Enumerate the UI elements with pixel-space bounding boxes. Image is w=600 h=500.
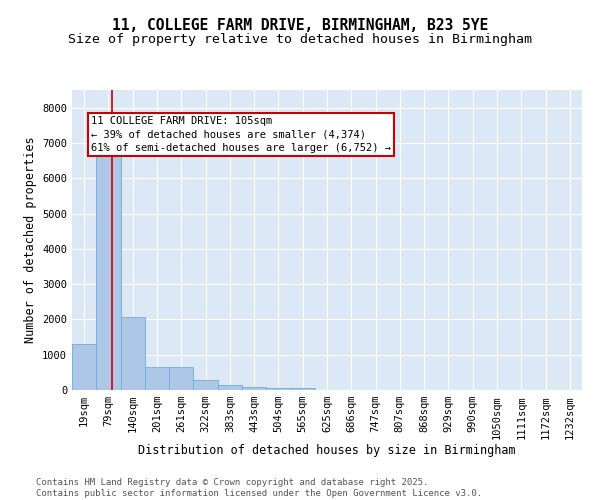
- Bar: [145, 367, 169, 390]
- Bar: [218, 386, 242, 390]
- Bar: [121, 318, 145, 390]
- Bar: [193, 380, 218, 390]
- Bar: [242, 387, 266, 390]
- Bar: [266, 388, 290, 390]
- Text: 11, COLLEGE FARM DRIVE, BIRMINGHAM, B23 5YE: 11, COLLEGE FARM DRIVE, BIRMINGHAM, B23 …: [112, 18, 488, 32]
- Bar: [96, 156, 121, 390]
- Text: Contains HM Land Registry data © Crown copyright and database right 2025.
Contai: Contains HM Land Registry data © Crown c…: [36, 478, 482, 498]
- Text: 11 COLLEGE FARM DRIVE: 105sqm
← 39% of detached houses are smaller (4,374)
61% o: 11 COLLEGE FARM DRIVE: 105sqm ← 39% of d…: [91, 116, 391, 153]
- Bar: [290, 388, 315, 390]
- Y-axis label: Number of detached properties: Number of detached properties: [23, 136, 37, 344]
- Bar: [72, 344, 96, 390]
- X-axis label: Distribution of detached houses by size in Birmingham: Distribution of detached houses by size …: [138, 444, 516, 457]
- Bar: [169, 367, 193, 390]
- Text: Size of property relative to detached houses in Birmingham: Size of property relative to detached ho…: [68, 32, 532, 46]
